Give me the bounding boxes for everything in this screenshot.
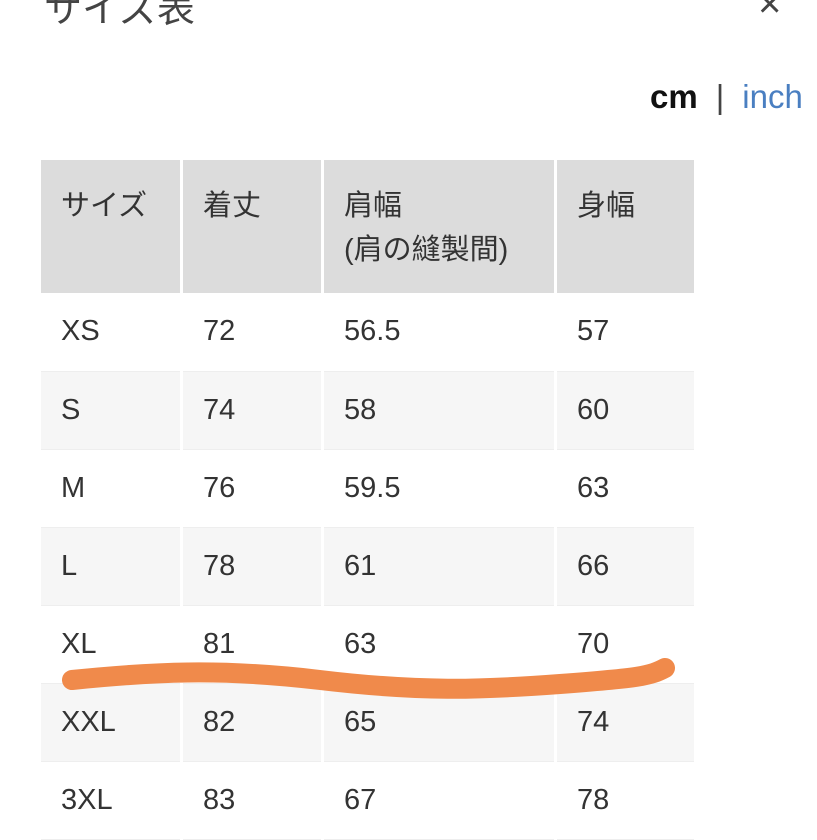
- table-cell: 70: [554, 605, 697, 684]
- table-cell: 78: [554, 761, 697, 840]
- table-cell: XS: [38, 293, 183, 372]
- table-row: 3XL 83 67 78: [38, 761, 697, 840]
- table-cell: S: [38, 371, 183, 450]
- table-row: XS 72 56.5 57: [38, 293, 697, 372]
- table-cell: XXL: [38, 683, 183, 762]
- table-cell: 57: [554, 293, 697, 372]
- size-table: サイズ 着丈 肩幅 (肩の縫製間) 身幅 XS 72 56.5 57 S 74 58 60 M 76…: [38, 160, 697, 840]
- table-cell: 61: [321, 527, 557, 606]
- table-cell: 65: [321, 683, 557, 762]
- table-cell: 78: [180, 527, 324, 606]
- table-cell: 63: [554, 449, 697, 528]
- table-cell: 67: [321, 761, 557, 840]
- table-row: S 74 58 60: [38, 371, 697, 450]
- unit-cm[interactable]: cm: [650, 78, 698, 115]
- header-shoulder: 肩幅 (肩の縫製間): [321, 160, 557, 293]
- table-cell: 81: [180, 605, 324, 684]
- table-row: M 76 59.5 63: [38, 449, 697, 528]
- table-cell: 76: [180, 449, 324, 528]
- table-cell: 56.5: [321, 293, 557, 372]
- table-cell: M: [38, 449, 183, 528]
- table-cell: XL: [38, 605, 183, 684]
- page-title: サイズ表: [44, 0, 195, 31]
- table-cell: 82: [180, 683, 324, 762]
- header-width: 身幅: [554, 160, 697, 293]
- close-icon[interactable]: ×: [758, 0, 782, 26]
- table-row: XXL 82 65 74: [38, 683, 697, 762]
- table-cell: L: [38, 527, 183, 606]
- table-cell: 59.5: [321, 449, 557, 528]
- table-cell: 3XL: [38, 761, 183, 840]
- table-cell: 74: [554, 683, 697, 762]
- unit-toggle: cm | inch: [650, 78, 803, 116]
- header-shoulder-sub: (肩の縫製間): [344, 234, 509, 266]
- header-length: 着丈: [180, 160, 324, 293]
- table-cell: 66: [554, 527, 697, 606]
- header-shoulder-label: 肩幅: [344, 190, 403, 222]
- unit-inch-link[interactable]: inch: [742, 78, 803, 115]
- unit-separator: |: [715, 78, 725, 115]
- table-cell: 74: [180, 371, 324, 450]
- table-row: L 78 61 66: [38, 527, 697, 606]
- table-cell: 58: [321, 371, 557, 450]
- table-cell: 72: [180, 293, 324, 372]
- header-size: サイズ: [38, 160, 183, 293]
- table-cell: 63: [321, 605, 557, 684]
- table-cell: 83: [180, 761, 324, 840]
- table-row: XL 81 63 70: [38, 605, 697, 684]
- table-cell: 60: [554, 371, 697, 450]
